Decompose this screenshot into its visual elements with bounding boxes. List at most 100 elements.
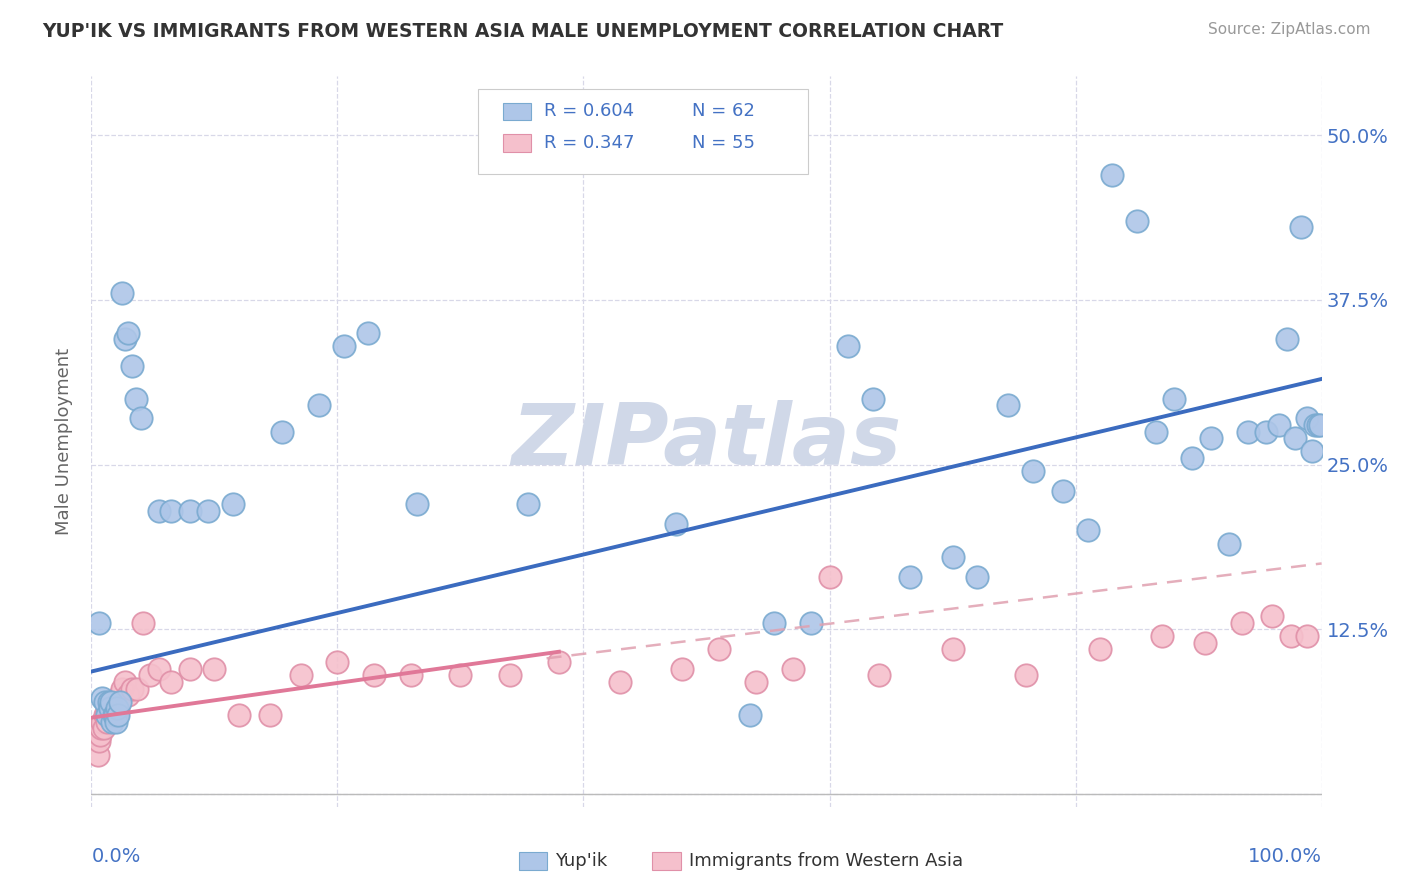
Point [105, 714, 127, 729]
Point [125, 681, 148, 696]
Point [1052, 483, 1074, 498]
Text: N = 55: N = 55 [692, 134, 755, 152]
Point [1230, 615, 1253, 630]
Point [160, 504, 183, 518]
Point [104, 701, 127, 715]
Point [1015, 668, 1038, 682]
Point [898, 569, 921, 583]
Point [363, 668, 385, 682]
Point [1306, 418, 1329, 433]
Point [745, 675, 768, 690]
Point [132, 615, 155, 630]
Point [90, 721, 112, 735]
Text: 100.0%: 100.0% [1247, 847, 1322, 866]
Point [105, 708, 128, 723]
Point [202, 662, 225, 676]
Point [100, 695, 122, 709]
Point [399, 668, 422, 682]
Point [105, 701, 128, 715]
Point [308, 398, 330, 412]
Point [1275, 332, 1298, 346]
Point [111, 286, 134, 301]
Point [89, 728, 111, 742]
Point [114, 675, 136, 690]
Point [868, 668, 890, 682]
Point [862, 392, 884, 406]
Text: Source: ZipAtlas.com: Source: ZipAtlas.com [1208, 22, 1371, 37]
Point [1126, 214, 1149, 228]
Point [94, 708, 117, 723]
Point [1088, 642, 1111, 657]
Point [108, 688, 131, 702]
Text: Yup'ik: Yup'ik [555, 852, 607, 870]
Point [818, 569, 841, 583]
Text: ZIPatlas: ZIPatlas [512, 400, 901, 483]
Point [97, 701, 120, 715]
Point [1256, 425, 1278, 439]
Point [179, 504, 201, 518]
Point [271, 425, 294, 439]
Point [1301, 444, 1323, 458]
Point [96, 714, 118, 729]
Point [1218, 537, 1240, 551]
Point [290, 668, 312, 682]
Point [1021, 464, 1043, 478]
Text: 0.0%: 0.0% [91, 847, 141, 866]
Point [101, 701, 124, 715]
Point [357, 326, 380, 340]
Text: YUP'IK VS IMMIGRANTS FROM WESTERN ASIA MALE UNEMPLOYMENT CORRELATION CHART: YUP'IK VS IMMIGRANTS FROM WESTERN ASIA M… [42, 22, 1004, 41]
Point [87, 734, 110, 748]
Point [139, 668, 162, 682]
Point [1101, 168, 1123, 182]
Point [609, 675, 631, 690]
Point [738, 708, 761, 723]
Point [332, 339, 354, 353]
Point [91, 714, 114, 729]
Point [941, 642, 963, 657]
Point [941, 549, 963, 564]
Point [547, 655, 569, 669]
Point [763, 615, 786, 630]
Point [997, 398, 1019, 412]
Point [1296, 629, 1319, 643]
Point [326, 655, 349, 669]
Point [1194, 635, 1216, 649]
Point [1309, 418, 1331, 433]
Point [121, 359, 143, 373]
Point [107, 701, 129, 715]
Point [105, 701, 127, 715]
Point [1284, 431, 1306, 445]
Text: R = 0.347: R = 0.347 [544, 134, 634, 152]
Point [406, 497, 429, 511]
Point [104, 708, 127, 723]
Text: N = 62: N = 62 [692, 103, 755, 120]
Point [782, 662, 804, 676]
Point [1261, 609, 1284, 624]
Point [498, 668, 520, 682]
Point [98, 708, 121, 723]
Point [707, 642, 730, 657]
Text: Immigrants from Western Asia: Immigrants from Western Asia [689, 852, 963, 870]
Point [103, 708, 125, 723]
Point [101, 714, 124, 729]
Point [1305, 418, 1327, 433]
Point [160, 675, 183, 690]
Point [121, 681, 143, 696]
Point [148, 504, 170, 518]
Point [93, 721, 115, 735]
Point [117, 326, 139, 340]
Point [91, 690, 114, 705]
Point [97, 695, 120, 709]
Point [1267, 418, 1289, 433]
Point [1150, 629, 1173, 643]
Point [449, 668, 471, 682]
Point [837, 339, 859, 353]
Point [148, 662, 170, 676]
Point [129, 411, 152, 425]
Point [228, 708, 250, 723]
Point [100, 695, 122, 709]
Point [98, 701, 121, 715]
Point [1237, 425, 1260, 439]
Point [179, 662, 201, 676]
Point [107, 708, 129, 723]
